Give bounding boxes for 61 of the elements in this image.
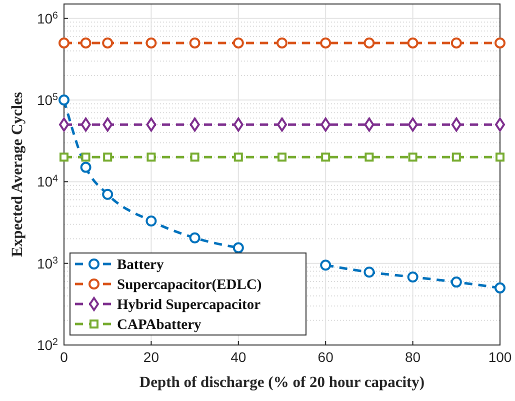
point: [80, 118, 91, 132]
x-tick-label: 100: [488, 349, 512, 365]
point: [103, 152, 112, 162]
x-tick-label: 80: [405, 349, 421, 365]
y-tick-label: 10$^{4}$: [36, 173, 59, 190]
point: [494, 37, 506, 48]
y-tick-label: 10$^{5}$: [36, 92, 59, 108]
point: [58, 94, 70, 106]
x-axis-title: Depth of discharge (% of 20 hour capacity): [139, 374, 425, 391]
point: [81, 152, 90, 162]
y-axis-title: Expected Average Cycles: [9, 92, 26, 257]
point: [190, 118, 200, 132]
point: [234, 152, 243, 162]
point: [407, 272, 418, 283]
point: [190, 152, 200, 162]
legend-label: CAPAbattery: [117, 317, 202, 333]
point: [232, 37, 244, 48]
y-tick-label: 10$^{2}$: [36, 336, 58, 353]
point: [233, 118, 244, 132]
point: [146, 37, 157, 48]
point: [320, 260, 332, 271]
y-tick-label: 10$^{6}$: [36, 10, 59, 26]
x-tick-label: 0: [60, 349, 68, 365]
point: [146, 118, 156, 132]
point: [364, 266, 375, 278]
point: [102, 118, 113, 132]
point: [496, 152, 504, 162]
point: [452, 152, 461, 162]
x-tick-label: 60: [318, 349, 334, 365]
legend-label: Hybrid Supercapacitor: [117, 297, 262, 313]
point: [451, 118, 462, 132]
point: [102, 37, 114, 48]
point: [364, 37, 375, 48]
x-tick-label: 40: [230, 349, 246, 365]
point: [278, 152, 286, 162]
point: [321, 152, 330, 162]
point: [189, 37, 200, 48]
point: [146, 216, 157, 227]
point: [450, 37, 462, 48]
point: [494, 282, 506, 294]
point: [58, 37, 70, 48]
point: [80, 37, 92, 48]
point: [408, 152, 418, 162]
x-tick-label: 20: [143, 349, 160, 365]
point: [60, 152, 68, 162]
point: [450, 276, 462, 288]
y-tick-label: 10$^{3}$: [36, 254, 59, 272]
point: [407, 37, 418, 48]
point: [364, 152, 374, 162]
point: [146, 152, 156, 162]
point: [232, 242, 244, 254]
point: [102, 188, 114, 200]
point: [276, 37, 288, 48]
point: [408, 118, 418, 132]
point: [189, 232, 200, 244]
point: [80, 162, 92, 173]
point: [364, 118, 374, 132]
legend-label: Battery: [117, 257, 164, 273]
legend-label: Supercapacitor(EDLC): [117, 277, 262, 293]
point: [320, 118, 331, 132]
point: [320, 37, 332, 48]
